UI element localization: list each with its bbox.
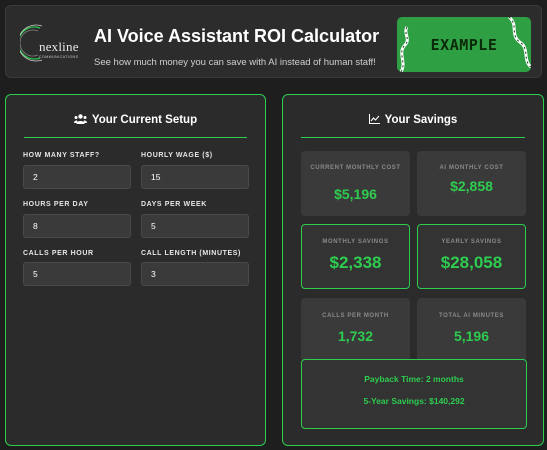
- staff-input[interactable]: 2: [23, 165, 131, 189]
- logo-subtext: COMMUNICATIONS: [39, 55, 79, 59]
- current-cost-value: $5,196: [334, 186, 377, 202]
- savings-panel: Your Savings CURRENT MONTHLY COST $5,196…: [282, 94, 544, 446]
- call-length-input[interactable]: 3: [141, 262, 249, 286]
- payback-summary: Payback Time: 2 months 5-Year Savings: $…: [301, 359, 527, 429]
- calls-month-value: 1,732: [337, 328, 374, 344]
- users-icon: [73, 114, 87, 124]
- current-cost-label: CURRENT MONTHLY COST: [310, 165, 401, 171]
- wage-input[interactable]: 15: [141, 165, 249, 189]
- savings-divider: [301, 137, 525, 138]
- current-cost-card: CURRENT MONTHLY COST $5,196: [301, 151, 410, 216]
- hours-input[interactable]: 8: [23, 214, 131, 238]
- ai-cost-card: AI MONTHLY COST $2,858: [417, 151, 526, 216]
- setup-title-text: Your Current Setup: [91, 114, 198, 126]
- page-title: AI Voice Assistant ROI Calculator: [94, 26, 380, 46]
- monthly-savings-label: MONTHLY SAVINGS: [322, 239, 389, 245]
- wage-label: HOURLY WAGE ($): [141, 152, 213, 159]
- staff-label: HOW MANY STAFF?: [23, 152, 100, 159]
- hours-label: HOURS PER DAY: [23, 201, 89, 208]
- setup-panel-title: Your Current Setup: [6, 114, 265, 126]
- ai-minutes-value: 5,196: [453, 328, 490, 344]
- example-badge: EXAMPLE: [397, 17, 531, 72]
- calls-label: CALLS PER HOUR: [23, 250, 94, 257]
- savings-title-text: Your Savings: [384, 114, 458, 126]
- logo-text: nexline: [39, 39, 79, 54]
- monthly-savings-value: $2,338: [329, 253, 382, 272]
- calls-month-label: CALLS PER MONTH: [322, 313, 389, 319]
- savings-panel-title: Your Savings: [283, 114, 543, 126]
- calls-month-card: CALLS PER MONTH 1,732: [301, 298, 410, 363]
- five-year-savings: 5-Year Savings: $140,292: [363, 396, 465, 406]
- yearly-savings-label: YEARLY SAVINGS: [441, 239, 502, 245]
- payback-time: Payback Time: 2 months: [364, 374, 464, 384]
- ai-minutes-label: TOTAL AI MINUTES: [438, 313, 505, 319]
- badge-swirl-icon: [399, 17, 531, 72]
- logo-icon: [20, 24, 43, 62]
- ai-cost-value: $2,858: [450, 178, 493, 194]
- ai-cost-label: AI MONTHLY COST: [439, 165, 504, 171]
- days-input[interactable]: 5: [141, 214, 249, 238]
- yearly-savings-card: YEARLY SAVINGS $28,058: [417, 224, 526, 289]
- call-length-label: CALL LENGTH (MINUTES): [141, 250, 241, 257]
- example-badge-text: EXAMPLE: [430, 35, 498, 54]
- monthly-savings-card: MONTHLY SAVINGS $2,338: [301, 224, 410, 289]
- yearly-savings-value: $28,058: [440, 253, 503, 272]
- header: nexline COMMUNICATIONS AI Voice Assistan…: [5, 5, 542, 78]
- chart-line-icon: [368, 114, 380, 124]
- current-setup-panel: Your Current Setup HOW MANY STAFF? 2 HOU…: [5, 94, 266, 446]
- calls-input[interactable]: 5: [23, 262, 131, 286]
- ai-minutes-card: TOTAL AI MINUTES 5,196: [417, 298, 526, 363]
- days-label: DAYS PER WEEK: [141, 201, 207, 208]
- setup-divider: [24, 137, 247, 138]
- page-subtitle: See how much money you can save with AI …: [94, 57, 376, 68]
